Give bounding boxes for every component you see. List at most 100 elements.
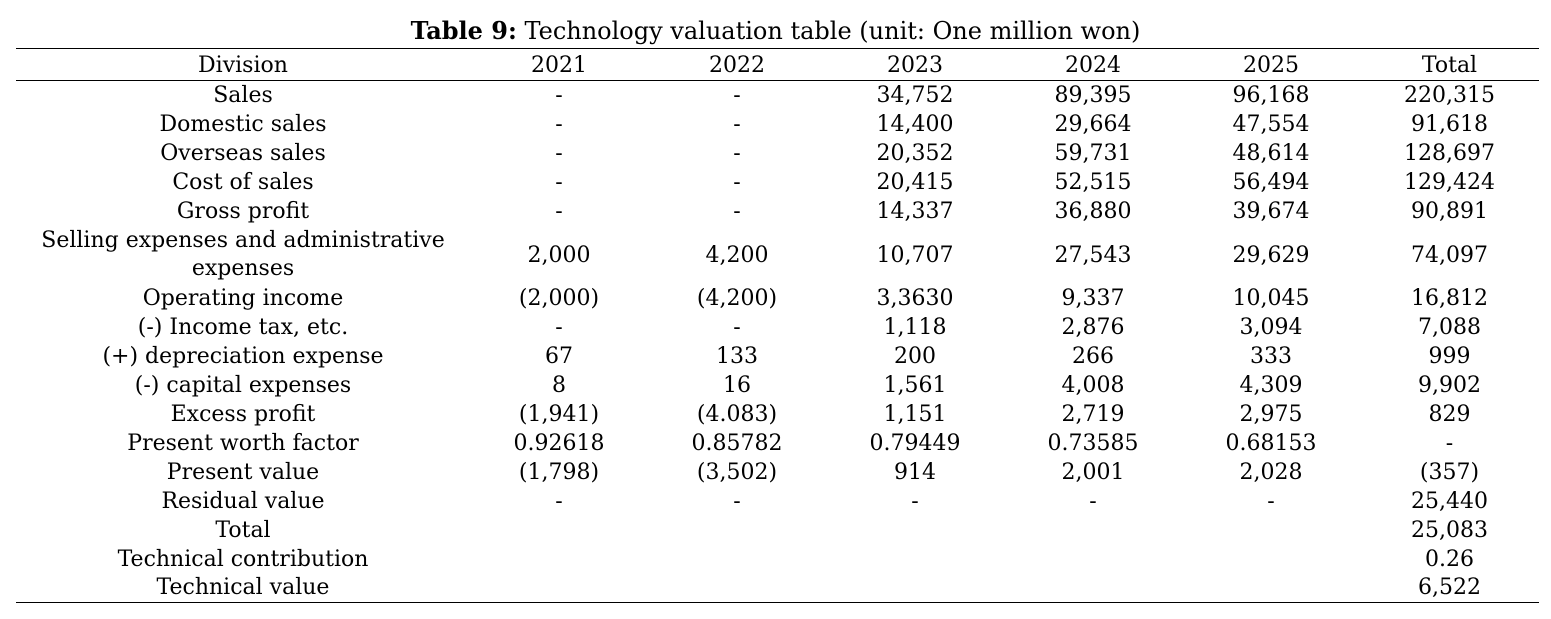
row-label: Total [215, 518, 271, 543]
column-header-2022: 2022 [709, 52, 765, 78]
table-row: Residual value - - - - - 25,440 [16, 487, 1539, 516]
row-label: (-) capital expenses [134, 373, 352, 398]
table-cell: 4,309 [1239, 373, 1303, 398]
table-cell: 2,001 [1061, 460, 1125, 485]
row-label: Residual value [161, 489, 325, 514]
table-cell: 333 [1250, 344, 1292, 369]
table-cell: 48,614 [1232, 141, 1310, 166]
table-cell: 29,664 [1054, 112, 1132, 137]
table-cell: 7,088 [1418, 315, 1481, 340]
table-cell: 0.68153 [1225, 431, 1317, 456]
table-cell: (357) [1419, 460, 1480, 485]
table-cell: 914 [894, 460, 936, 485]
table-cell: - [555, 315, 563, 340]
table-cell: 4,008 [1061, 373, 1125, 398]
table-cell: 0.92618 [513, 431, 605, 456]
table-cell: 4,200 [705, 242, 769, 268]
table-cell: - [555, 112, 563, 137]
table-row: Selling expenses and administrative expe… [16, 226, 1539, 284]
table-cell: 1,561 [883, 373, 947, 398]
column-header-2021: 2021 [531, 52, 587, 78]
column-header-total: Total [1421, 52, 1478, 78]
table-row: (-) capital expenses 8 16 1,561 4,008 4,… [16, 371, 1539, 400]
table-cell: 9,337 [1061, 286, 1125, 311]
table-cell: (1,941) [518, 402, 600, 427]
table-cell: - [733, 199, 741, 224]
row-label: Sales [213, 83, 273, 108]
table-cell: - [555, 141, 563, 166]
table-cell: (4.083) [696, 402, 778, 427]
table-cell: - [733, 170, 741, 195]
table-cell: 8 [552, 373, 566, 398]
table-cell: - [911, 489, 919, 514]
row-label: (-) Income tax, etc. [137, 315, 349, 340]
table-cell: 1,118 [883, 315, 947, 340]
table-cell: 74,097 [1411, 242, 1488, 268]
table-cell: 2,975 [1239, 402, 1303, 427]
table-cell: 16 [723, 373, 751, 398]
table-cell: 56,494 [1232, 170, 1310, 195]
table-cell: 59,731 [1054, 141, 1132, 166]
table-cell: 829 [1428, 402, 1471, 427]
table-row: Present value (1,798) (3,502) 914 2,001 … [16, 458, 1539, 487]
row-label: Technical value [156, 575, 330, 600]
table-cell: 2,028 [1239, 460, 1303, 485]
table-cell: 89,395 [1054, 83, 1132, 108]
row-label: Present value [166, 460, 320, 485]
row-label: Technical contribution [117, 547, 369, 572]
table-cell: - [1445, 431, 1454, 456]
table-cell: - [733, 315, 741, 340]
table-cell: 3,3630 [876, 286, 954, 311]
row-label: Present worth factor [127, 431, 359, 456]
table-cell: 10,707 [876, 242, 954, 268]
table-row: Excess profit (1,941) (4.083) 1,151 2,71… [16, 400, 1539, 429]
table-cell: 14,400 [876, 112, 954, 137]
table-row: Technical value 6,522 [16, 573, 1539, 602]
table-cell: 0.73585 [1047, 431, 1139, 456]
table-row: Sales - - 34,752 89,395 96,168 220,315 [16, 81, 1539, 110]
table-cell: 999 [1428, 344, 1471, 369]
table-cell: 0.85782 [691, 431, 783, 456]
table-row: Present worth factor 0.92618 0.85782 0.7… [16, 429, 1539, 458]
table-cell: 0.79449 [869, 431, 961, 456]
row-label: Domestic sales [159, 112, 327, 137]
table-cell: 2,000 [527, 242, 591, 268]
table-cell: (3,502) [696, 460, 778, 485]
table-top-rule [16, 48, 1539, 49]
table-row: Gross profit - - 14,337 36,880 39,674 90… [16, 197, 1539, 226]
table-caption-label: Table 9: [410, 16, 517, 45]
table-cell: 16,812 [1411, 286, 1488, 311]
table-row: (-) Income tax, etc. - - 1,118 2,876 3,0… [16, 313, 1539, 342]
table-bottom-rule [16, 602, 1539, 603]
table-row: Overseas sales - - 20,352 59,731 48,614 … [16, 139, 1539, 168]
table-cell: - [733, 112, 741, 137]
table-cell: - [1089, 489, 1097, 514]
table-row: Operating income (2,000) (4,200) 3,3630 … [16, 284, 1539, 313]
table-header-row: Division 2021 2022 2023 2024 2025 Total [16, 50, 1539, 80]
row-label: (+) depreciation expense [102, 344, 384, 369]
table-cell: - [733, 489, 741, 514]
table-cell: 200 [894, 344, 936, 369]
table-cell: 266 [1072, 344, 1114, 369]
column-header-2025: 2025 [1243, 52, 1299, 78]
table-cell: - [555, 83, 563, 108]
table-cell: 25,440 [1411, 489, 1488, 514]
row-label: Selling expenses and administrative expe… [41, 228, 445, 281]
table-cell: 2,719 [1061, 402, 1125, 427]
table-cell: 36,880 [1054, 199, 1132, 224]
table-caption-text: Technology valuation table (unit: One mi… [524, 17, 1141, 45]
column-header-2024: 2024 [1065, 52, 1121, 78]
table-row: Technical contribution 0.26 [16, 545, 1539, 574]
table-cell: - [733, 83, 741, 108]
table-cell: - [1267, 489, 1275, 514]
table-cell: 47,554 [1232, 112, 1310, 137]
table-row: Total 25,083 [16, 516, 1539, 545]
column-header-2023: 2023 [887, 52, 943, 78]
table-cell: (1,798) [518, 460, 600, 485]
table-cell: 90,891 [1411, 199, 1488, 224]
table-cell: 52,515 [1054, 170, 1132, 195]
table-cell: 25,083 [1411, 518, 1488, 543]
table-cell: 39,674 [1232, 199, 1310, 224]
table-cell: 20,415 [876, 170, 954, 195]
row-label: Cost of sales [172, 170, 314, 195]
